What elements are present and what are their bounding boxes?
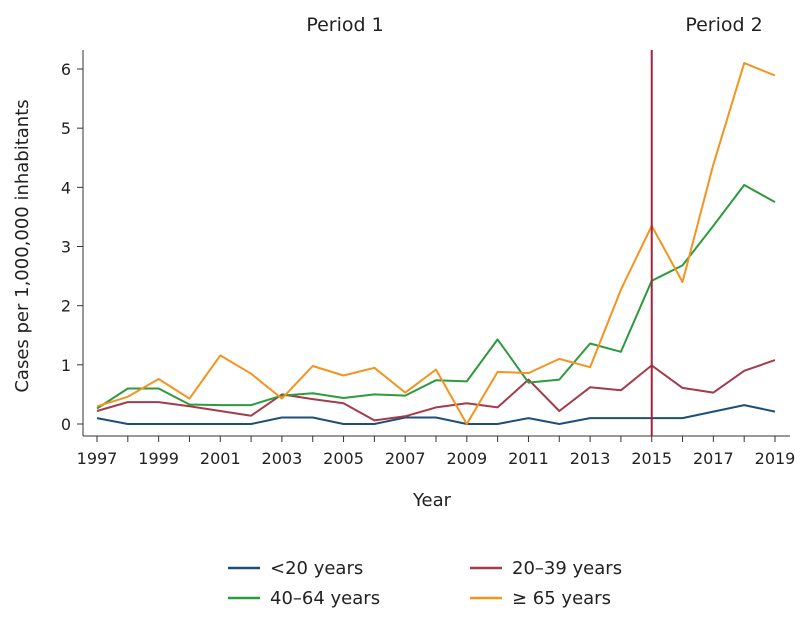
annotations: Period 1 Period 2 bbox=[306, 14, 763, 436]
period-1-label: Period 1 bbox=[306, 14, 383, 36]
legend-item: 20–39 years bbox=[470, 558, 622, 579]
x-tick-label: 2017 bbox=[693, 449, 734, 468]
x-tick-label: 2003 bbox=[262, 449, 303, 468]
legend: <20 years 20–39 years 40–64 years ≥ 65 year… bbox=[228, 558, 622, 609]
legend-label: ≥ 65 years bbox=[512, 588, 611, 609]
y-tick-label: 1 bbox=[61, 356, 71, 375]
y-tick-label: 6 bbox=[61, 60, 71, 79]
legend-item: <20 years bbox=[228, 558, 363, 579]
x-tick-label: 2009 bbox=[446, 449, 487, 468]
y-tick-label: 0 bbox=[61, 415, 71, 434]
x-tick-label: 1997 bbox=[77, 449, 118, 468]
x-tick-label: 2007 bbox=[385, 449, 426, 468]
series-line-0 bbox=[96, 404, 776, 425]
y-tick-label: 4 bbox=[61, 178, 71, 197]
x-tick-label: 2015 bbox=[631, 449, 672, 468]
legend-item: ≥ 65 years bbox=[470, 588, 611, 609]
y-axis-title: Cases per 1,000,000 inhabitants bbox=[12, 99, 33, 392]
series-lines bbox=[96, 62, 776, 425]
y-tick-label: 2 bbox=[61, 297, 71, 316]
y-tick-label: 5 bbox=[61, 119, 71, 138]
x-tick-label: 2019 bbox=[755, 449, 796, 468]
series-line-2 bbox=[96, 184, 776, 410]
x-tick-label: 2011 bbox=[508, 449, 549, 468]
series-line-1 bbox=[96, 359, 776, 422]
x-tick-label: 2001 bbox=[200, 449, 241, 468]
axes: 0 1 2 3 4 5 6 1997 1999 2001 2003 2005 2007 2009 2011 2… bbox=[61, 50, 796, 468]
legend-item: 40–64 years bbox=[228, 588, 380, 609]
x-axis-title: Year bbox=[412, 490, 452, 511]
x-tick-label: 2013 bbox=[570, 449, 611, 468]
period-2-label: Period 2 bbox=[685, 14, 762, 36]
series-line-3 bbox=[96, 62, 776, 425]
x-tick-label: 1999 bbox=[138, 449, 179, 468]
legend-label: <20 years bbox=[270, 558, 363, 579]
x-tick-label: 2005 bbox=[323, 449, 364, 468]
y-tick-label: 3 bbox=[61, 238, 71, 257]
legend-label: 40–64 years bbox=[270, 588, 380, 609]
legend-label: 20–39 years bbox=[512, 558, 622, 579]
